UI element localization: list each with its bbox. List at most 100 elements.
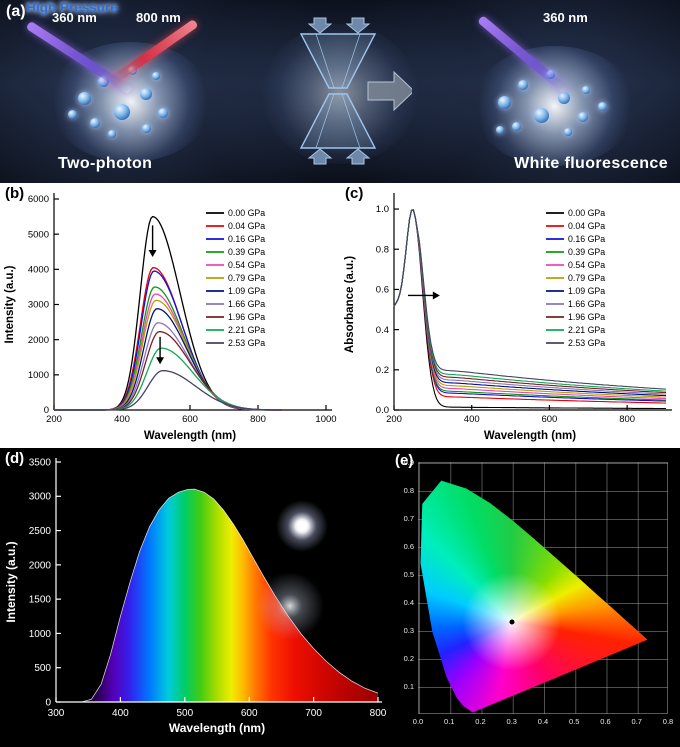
cie-x-tick-label: 0.4	[537, 717, 549, 726]
svg-text:2500: 2500	[29, 526, 52, 537]
svg-text:6000: 6000	[28, 194, 49, 205]
molecule-sphere	[534, 108, 549, 123]
cie-chromaticity-plot	[418, 462, 668, 714]
axes: 0.0 0.2 0.4 0.6 0.8 1.0 200 400 600 800	[376, 193, 672, 425]
svg-text:1.66 GPa: 1.66 GPa	[228, 299, 265, 309]
cie-x-tick-label: 0.1	[444, 717, 455, 726]
svg-text:2000: 2000	[28, 335, 49, 346]
svg-text:0.16 GPa: 0.16 GPa	[568, 234, 605, 244]
svg-text:800: 800	[370, 708, 387, 719]
cie-x-tick-label: 0.2	[475, 717, 486, 726]
svg-text:1.0: 1.0	[376, 204, 389, 215]
svg-text:0.00 GPa: 0.00 GPa	[568, 208, 605, 218]
svg-text:200: 200	[46, 414, 62, 425]
molecule-sphere	[158, 108, 168, 118]
cie-x-tick-label: 0.0	[412, 717, 424, 726]
nir-wavelength-label: 800 nm	[136, 10, 181, 25]
svg-text:1.09 GPa: 1.09 GPa	[228, 286, 265, 296]
svg-text:Wavelength (nm): Wavelength (nm)	[169, 721, 265, 735]
svg-text:400: 400	[112, 708, 129, 719]
cie-x-tick-label: 0.7	[631, 717, 642, 726]
axes: 0 1000 2000 3000 4000 5000 6000 200 400 600 800 100…	[28, 193, 337, 425]
svg-text:1000: 1000	[29, 629, 52, 640]
svg-text:0.00 GPa: 0.00 GPa	[228, 208, 265, 218]
panel-label: (e)	[395, 452, 414, 469]
svg-text:0.54 GPa: 0.54 GPa	[228, 260, 265, 270]
cie-x-tick-label: 0.8	[662, 717, 674, 726]
cie-y-tick-label: 0.1	[403, 682, 414, 691]
svg-text:2.53 GPa: 2.53 GPa	[228, 338, 265, 348]
white-emission-spectrum-chart: 0 500 1000 1500 2000 2500 3000 3500 300 400 500 600…	[4, 457, 387, 735]
molecule-sphere	[90, 118, 100, 128]
cie-y-tick-label: 0.4	[403, 598, 414, 607]
svg-text:0.16 GPa: 0.16 GPa	[228, 234, 265, 244]
emission-intensity-chart: 0 1000 2000 3000 4000 5000 6000 200 400 600 800 100…	[4, 193, 337, 442]
svg-text:800: 800	[619, 414, 635, 425]
molecule-sphere	[558, 92, 570, 104]
two-photon-caption: Two-photon	[58, 155, 153, 172]
molecule-sphere	[582, 86, 590, 94]
panel-white-spectrum-chart: (d) 0 500 1000 1500 2000 2500 3000 3500 300 400 50…	[0, 448, 390, 742]
panel-illustration: (a) 360 nm 800 nm 360 nm High Pressure T…	[0, 0, 680, 183]
molecule-sphere	[512, 122, 521, 131]
svg-text:0: 0	[45, 697, 51, 708]
uv-wavelength-label-left: 360 nm	[52, 10, 97, 25]
svg-text:0.4: 0.4	[376, 325, 389, 336]
svg-text:5000: 5000	[28, 229, 49, 240]
molecule-sphere	[78, 92, 91, 105]
svg-text:2.21 GPa: 2.21 GPa	[228, 325, 265, 335]
cie-white-point-marker	[509, 619, 515, 625]
svg-text:3000: 3000	[29, 492, 52, 503]
high-pressure-label: High Pressure	[26, 0, 118, 15]
molecule-sphere	[114, 104, 130, 120]
series-curves	[393, 209, 667, 410]
svg-text:600: 600	[241, 708, 258, 719]
panel-absorbance-chart: (c) 0.0 0.2 0.4 0.6 0.8 1.0 200 400 600 800 0.00 G…	[340, 183, 680, 448]
svg-text:500: 500	[34, 663, 51, 674]
cie-x-tick-label: 0.5	[569, 717, 580, 726]
svg-text:1.66 GPa: 1.66 GPa	[568, 299, 605, 309]
panel-label: (c)	[345, 185, 364, 202]
cie-x-tick-label: 0.6	[600, 717, 611, 726]
molecule-sphere	[564, 128, 572, 136]
molecule-sphere	[518, 80, 528, 90]
svg-text:Wavelength (nm): Wavelength (nm)	[144, 430, 236, 442]
shift-arrow	[407, 291, 440, 300]
svg-text:200: 200	[386, 414, 402, 425]
molecule-sphere	[598, 102, 607, 111]
svg-text:2000: 2000	[29, 560, 52, 571]
svg-text:0.79 GPa: 0.79 GPa	[228, 273, 265, 283]
svg-text:300: 300	[48, 708, 65, 719]
cie-y-tick-label: 0.8	[403, 486, 414, 495]
molecule-cluster-left	[0, 0, 680, 183]
svg-text:1.09 GPa: 1.09 GPa	[568, 286, 605, 296]
molecule-sphere	[152, 72, 160, 80]
svg-text:Absorbance (a.u.): Absorbance (a.u.)	[344, 256, 356, 353]
cie-y-tick-label: 0.6	[403, 542, 414, 551]
svg-text:800: 800	[250, 414, 266, 425]
diamond-anvil-cell-icon	[299, 17, 412, 165]
molecule-sphere	[140, 88, 152, 100]
svg-text:0.79 GPa: 0.79 GPa	[568, 273, 605, 283]
svg-text:1.96 GPa: 1.96 GPa	[228, 312, 265, 322]
svg-text:0.04 GPa: 0.04 GPa	[228, 221, 265, 231]
molecule-sphere	[142, 124, 151, 133]
molecule-sphere	[498, 96, 511, 109]
molecule-sphere	[68, 110, 77, 119]
svg-text:1000: 1000	[28, 370, 49, 381]
svg-text:1500: 1500	[29, 595, 52, 606]
svg-text:0.39 GPa: 0.39 GPa	[568, 247, 605, 257]
axes: 0 500 1000 1500 2000 2500 3000 3500 300 400 500 600…	[29, 457, 387, 719]
molecule-sphere	[496, 126, 504, 134]
cie-x-tick-label: 0.3	[506, 717, 517, 726]
svg-text:0.0: 0.0	[376, 405, 389, 416]
legend: 0.00 GPa 0.04 GPa 0.16 GPa 0.39 GPa 0.54 GPa…	[546, 208, 605, 348]
panel-label: (b)	[5, 185, 25, 202]
svg-text:Intensity (a.u.): Intensity (a.u.)	[4, 265, 16, 343]
right-arrow-icon	[367, 70, 412, 112]
molecule-sphere	[578, 112, 588, 122]
svg-text:0.6: 0.6	[376, 285, 389, 296]
svg-text:400: 400	[114, 414, 130, 425]
svg-text:Intensity (a.u.): Intensity (a.u.)	[4, 541, 18, 622]
molecule-sphere	[98, 76, 109, 87]
